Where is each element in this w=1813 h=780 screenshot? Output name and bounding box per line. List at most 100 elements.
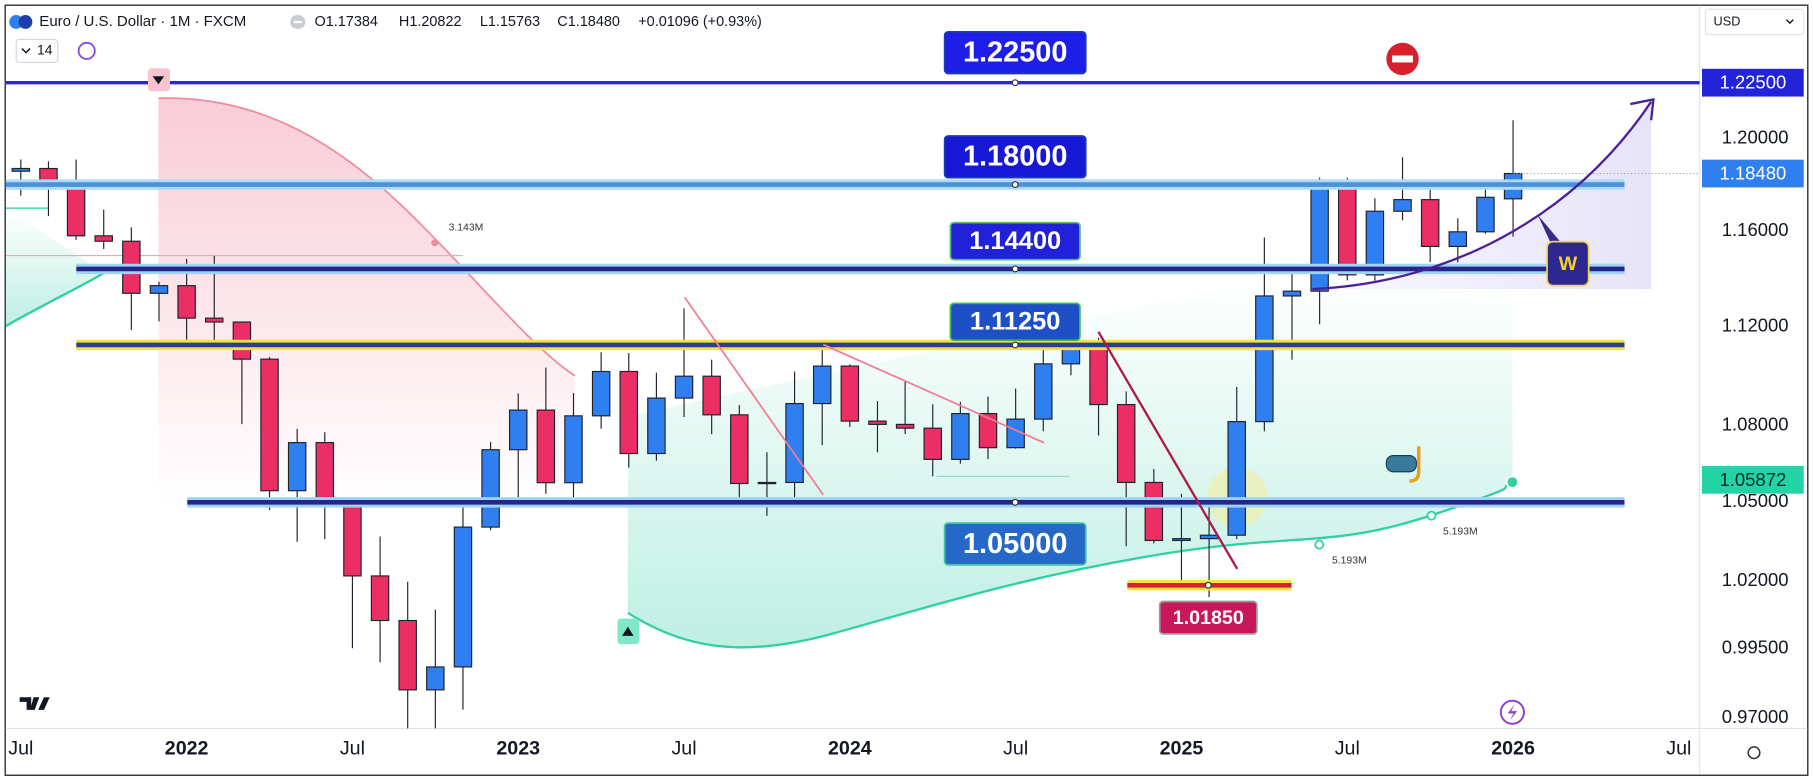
logo bbox=[19, 697, 50, 710]
candle-body bbox=[1255, 295, 1274, 423]
candle-body bbox=[785, 402, 804, 484]
level-label: 1.18000 bbox=[963, 141, 1067, 173]
level-label-box bbox=[943, 30, 1087, 75]
x-tick-label: Jul bbox=[671, 737, 696, 759]
stop-icon-bar bbox=[1392, 55, 1413, 63]
indicator-input[interactable] bbox=[15, 38, 59, 64]
badge-text: W bbox=[1559, 253, 1578, 275]
refresh-icon[interactable] bbox=[77, 41, 96, 60]
symbol-icon bbox=[18, 15, 33, 29]
candle-body bbox=[1476, 196, 1495, 233]
candle-body bbox=[315, 442, 335, 508]
anchor-dot bbox=[1314, 539, 1325, 550]
level-handle bbox=[1204, 581, 1212, 589]
x-tick-label: 2026 bbox=[1491, 737, 1535, 759]
candle-body bbox=[1448, 231, 1468, 247]
level-label: 1.14400 bbox=[969, 227, 1061, 255]
candle-body bbox=[11, 167, 31, 172]
candle-body bbox=[978, 413, 998, 449]
anchor-dot bbox=[1505, 475, 1520, 489]
candle-body bbox=[1172, 538, 1191, 542]
signal-arrow bbox=[152, 76, 165, 85]
arrow-head bbox=[1630, 97, 1655, 121]
candle-body bbox=[730, 414, 749, 485]
candle-body bbox=[951, 413, 970, 460]
level-label: 1.01850 bbox=[1173, 607, 1244, 629]
ohlc-value: C1.18480 bbox=[557, 14, 620, 30]
x-tick-label: Jul bbox=[1666, 737, 1691, 759]
candle-body bbox=[1420, 199, 1440, 247]
candle-body bbox=[536, 409, 556, 484]
level-label-box bbox=[1158, 600, 1258, 635]
currency-select[interactable] bbox=[1704, 8, 1805, 36]
candle-body bbox=[840, 365, 860, 422]
trend-line bbox=[683, 296, 824, 496]
candle-body bbox=[1393, 199, 1412, 212]
candle-body bbox=[591, 370, 611, 417]
candle-body bbox=[1199, 534, 1219, 540]
candle-body bbox=[619, 370, 639, 455]
vwap-line bbox=[158, 97, 576, 377]
anchor-dot bbox=[431, 239, 439, 247]
vwap-shade bbox=[5, 208, 105, 327]
y-tick-label: 1.12000 bbox=[1722, 315, 1789, 336]
candle-body bbox=[1144, 481, 1164, 542]
candle-body bbox=[895, 423, 915, 429]
level-handle bbox=[1011, 498, 1019, 506]
candle-body bbox=[1116, 403, 1136, 484]
candle-body bbox=[149, 285, 169, 294]
x-tick-label: 2023 bbox=[496, 737, 540, 759]
level-label-box bbox=[943, 135, 1087, 179]
level-handle bbox=[1011, 341, 1019, 349]
candle-body bbox=[1227, 421, 1246, 536]
x-tick-label: 2022 bbox=[165, 737, 209, 759]
y-tick-label: 1.02000 bbox=[1722, 569, 1789, 590]
price-label: 1.05872 bbox=[1719, 469, 1786, 490]
arc-arrow bbox=[1312, 101, 1653, 291]
candle-body bbox=[812, 365, 832, 405]
ohlc-legend: O1.17384 H1.20822 L1.15763 C1.18480 +0.01096… bbox=[315, 14, 762, 30]
trend-line bbox=[1097, 331, 1239, 570]
candle-body bbox=[757, 481, 777, 485]
price-label-box bbox=[1701, 159, 1804, 188]
currency-label: USD bbox=[1714, 13, 1741, 28]
candle-body bbox=[177, 285, 196, 319]
candle-body bbox=[94, 235, 113, 242]
annotation: 3.143M bbox=[449, 223, 484, 234]
candle-body bbox=[370, 575, 390, 622]
ohlc-value: H1.20822 bbox=[399, 14, 462, 30]
candle-body bbox=[426, 666, 445, 691]
candle-body bbox=[1365, 210, 1385, 276]
indicator-length: 14 bbox=[37, 42, 53, 58]
level-label: 1.11250 bbox=[970, 308, 1061, 336]
candle-body bbox=[66, 181, 86, 237]
candle-body bbox=[1282, 290, 1302, 297]
signal-arrow bbox=[622, 626, 634, 636]
chevron bbox=[1785, 19, 1794, 25]
mask-icon bbox=[1385, 454, 1417, 473]
candle-body bbox=[1089, 341, 1108, 406]
candle-body bbox=[481, 449, 500, 528]
x-tick-label: 2024 bbox=[828, 737, 872, 759]
badge-pointer bbox=[1537, 215, 1564, 246]
level-handle bbox=[1011, 265, 1019, 273]
drawings-over: W 3.143M 5.193M 5.193M bbox=[19, 42, 1761, 760]
price-label-box bbox=[1701, 465, 1804, 494]
y-tick-label: 1.20000 bbox=[1722, 127, 1789, 148]
level-label: 1.05000 bbox=[963, 528, 1067, 560]
candle-body bbox=[868, 420, 887, 425]
y-tick-label: 1.08000 bbox=[1722, 414, 1789, 435]
candle-body bbox=[647, 397, 666, 455]
y-tick-label: 1.05000 bbox=[1722, 490, 1789, 511]
candle-body bbox=[453, 526, 473, 668]
candle-body bbox=[564, 415, 583, 484]
annotation: 5.193M bbox=[1443, 527, 1478, 538]
candle-body bbox=[923, 427, 942, 460]
ohlc-value: +0.01096 (+0.93%) bbox=[638, 14, 762, 30]
status-pill-bar bbox=[293, 20, 302, 24]
settings-icon[interactable] bbox=[1747, 746, 1761, 760]
y-tick-label: 0.99500 bbox=[1722, 637, 1789, 658]
candle-body bbox=[1034, 363, 1053, 420]
